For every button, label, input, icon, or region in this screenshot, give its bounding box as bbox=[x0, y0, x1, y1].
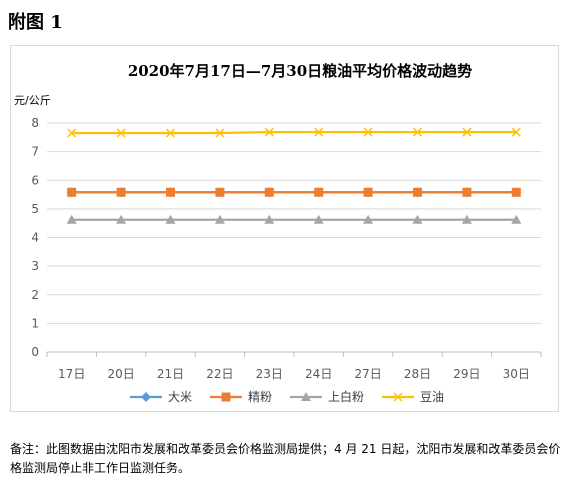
y-tick-label: 0 bbox=[31, 345, 39, 359]
chart-frame bbox=[10, 45, 559, 412]
y-tick-label: 1 bbox=[31, 316, 39, 330]
series-2-point bbox=[363, 214, 374, 224]
series-3-point bbox=[215, 128, 225, 138]
legend-label: 大米 bbox=[168, 390, 193, 404]
figure-label: 附图 1 bbox=[8, 12, 63, 33]
y-tick-label: 4 bbox=[31, 231, 39, 245]
series-3-line bbox=[71, 131, 517, 135]
legend-item: 精粉 bbox=[210, 388, 272, 405]
x-tick-label: 17日 bbox=[58, 367, 85, 381]
y-axis-unit-label: 元/公斤 bbox=[14, 94, 51, 107]
series-1-point bbox=[166, 187, 175, 197]
series-1-point bbox=[116, 187, 126, 197]
series-1-point bbox=[511, 187, 521, 197]
series-3-point bbox=[511, 127, 521, 137]
x-tick-label: 22日 bbox=[206, 367, 233, 381]
y-tick-label: 7 bbox=[31, 145, 39, 159]
series-2-point bbox=[165, 214, 176, 224]
series-3-point bbox=[116, 128, 126, 138]
series-3-point bbox=[314, 127, 324, 137]
y-tick-label: 3 bbox=[31, 259, 39, 273]
legend-label: 豆油 bbox=[420, 390, 445, 404]
legend-label: 精粉 bbox=[248, 390, 273, 404]
y-tick-label: 6 bbox=[31, 173, 39, 187]
legend-item: 上白粉 bbox=[290, 388, 364, 405]
series-2-point bbox=[214, 214, 225, 224]
legend-swatch bbox=[290, 391, 323, 401]
x-tick-label: 20日 bbox=[107, 367, 134, 381]
series-1-point bbox=[314, 187, 324, 197]
x-tick-label: 21日 bbox=[157, 367, 184, 381]
series-3-point bbox=[165, 128, 176, 138]
series-1-point bbox=[67, 187, 77, 197]
series-1-point bbox=[413, 187, 422, 197]
series-3-point bbox=[462, 127, 472, 137]
legend-item: 大米 bbox=[130, 388, 192, 405]
series-2-point bbox=[116, 214, 127, 224]
legend-label: 上白粉 bbox=[328, 390, 365, 404]
legend-swatch bbox=[210, 392, 243, 401]
legend-swatch bbox=[130, 391, 162, 402]
y-tick-label: 2 bbox=[31, 288, 39, 302]
legend-swatch bbox=[382, 391, 415, 402]
x-tick-label: 29日 bbox=[453, 367, 480, 381]
series-3-point bbox=[412, 127, 423, 137]
x-tick-label: 28日 bbox=[404, 367, 431, 381]
x-tick-label: 23日 bbox=[256, 367, 283, 381]
series-2-point bbox=[461, 214, 472, 224]
footnote: 备注：此图数据由沈阳市发展和改革委员会价格监测局提供；4 月 21 日起，沈阳市… bbox=[10, 442, 561, 475]
series-2-point bbox=[313, 214, 324, 224]
series-3-point bbox=[67, 128, 77, 138]
series-1-point bbox=[363, 187, 373, 197]
series-2-point bbox=[264, 214, 275, 224]
series-3-point bbox=[363, 127, 373, 137]
y-tick-label: 5 bbox=[31, 202, 39, 216]
x-tick-label: 30日 bbox=[503, 367, 530, 381]
x-tick-label: 27日 bbox=[354, 367, 381, 381]
series-2-point bbox=[412, 214, 423, 224]
legend-item: 豆油 bbox=[382, 388, 444, 405]
series-1-point bbox=[264, 187, 274, 197]
chart-legend: 大米 精粉 上白粉 豆油 bbox=[130, 388, 444, 405]
y-tick-label: 8 bbox=[31, 116, 39, 130]
chart-title: 2020年7月17日—7月30日粮油平均价格波动趋势 bbox=[127, 62, 473, 80]
series-1-point bbox=[462, 187, 472, 197]
series-2-point bbox=[66, 214, 77, 224]
series-1-point bbox=[215, 187, 225, 197]
series-3-point bbox=[264, 127, 274, 137]
x-tick-label: 24日 bbox=[305, 367, 332, 381]
series-2-point bbox=[511, 214, 522, 224]
